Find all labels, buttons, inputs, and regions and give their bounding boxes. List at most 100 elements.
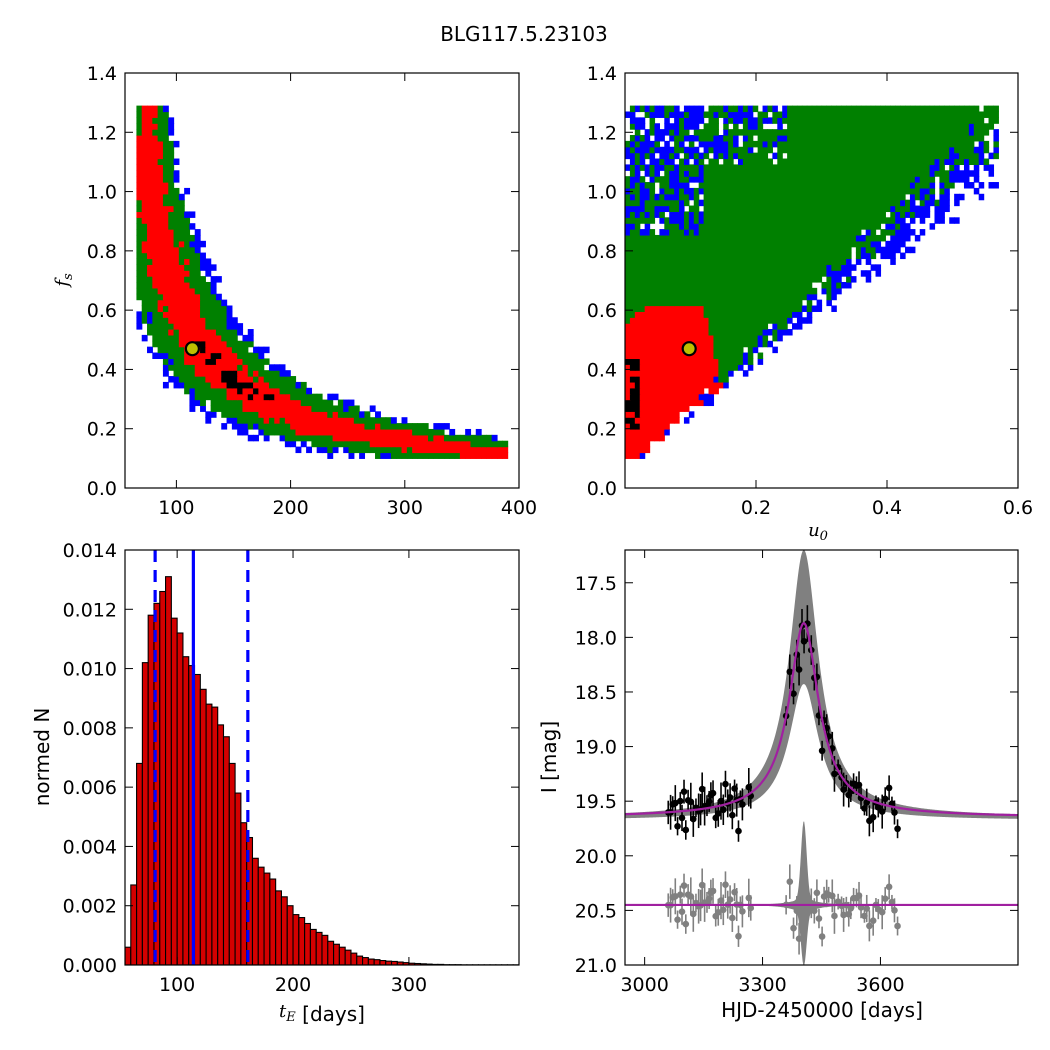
u0-fs-cell (752, 187, 759, 195)
u0-fs-cell (811, 164, 818, 171)
u0-fs-cell (679, 140, 685, 148)
u0-fs-cell (801, 105, 808, 113)
tE-fs-cell (141, 105, 148, 113)
tE-fs-cell (268, 411, 275, 418)
observation-point (885, 784, 893, 792)
u0-fs-cell (693, 276, 700, 283)
u0-fs-cell (679, 217, 685, 224)
u0-fs-cell (649, 317, 656, 324)
u0-fs-cell (723, 223, 729, 230)
tE-fs-cell (237, 381, 244, 389)
u0-fs-cell (796, 323, 803, 330)
u0-fs-cell (850, 152, 857, 160)
u0-fs-cell (885, 117, 891, 124)
tE-fs-cell (152, 217, 159, 224)
tE-fs-cell (152, 305, 159, 312)
u0-fs-cell (649, 293, 656, 301)
u0-fs-cell (718, 152, 724, 160)
u0-fs-cell (846, 152, 852, 160)
tE-fs-cell (157, 164, 164, 171)
u0-fs-cell (826, 182, 832, 189)
u0-fs-cell (634, 411, 641, 418)
u0-fs-cell (860, 123, 867, 130)
tE-fs-cell (215, 299, 222, 307)
u0-fs-cell (954, 152, 960, 160)
u0-fs-cell (733, 240, 739, 248)
u0-fs-cell (693, 270, 700, 277)
u0-fs-cell (826, 176, 832, 183)
u0-fs-cell (664, 252, 670, 260)
tE-fs-cell (253, 393, 259, 401)
u0-fs-cell (855, 187, 862, 195)
tE-fs-cell (412, 440, 419, 448)
u0-fs-cell (772, 211, 778, 218)
u0-fs-cell (664, 146, 670, 154)
tE-fs-cell (178, 281, 185, 289)
residual-point (878, 908, 886, 916)
u0-fs-cell (659, 364, 665, 371)
u0-fs-cell (683, 152, 690, 160)
u0-fs-cell (885, 111, 891, 118)
u0-fs-cell (900, 252, 906, 260)
u0-fs-cell (831, 164, 837, 171)
u0-fs-cell (968, 129, 975, 136)
u0-fs-cell (664, 229, 670, 236)
histogram-bar (315, 931, 323, 965)
u0-fs-cell (733, 187, 739, 195)
u0-fs-cell (654, 193, 660, 201)
u0-fs-cell (664, 129, 670, 136)
u0-fs-cell (708, 352, 715, 360)
u0-fs-cell (806, 311, 813, 318)
u0-fs-cell (787, 117, 793, 124)
residual-point (790, 924, 797, 932)
u0-fs-cell (688, 287, 695, 295)
u0-fs-cell (831, 182, 837, 189)
u0-fs-cell (890, 164, 896, 171)
residual-point (739, 908, 746, 915)
u0-fs-cell (772, 329, 778, 336)
u0-fs-cell (855, 234, 862, 242)
u0-fs-ytick-label: 0.0 (587, 478, 617, 500)
u0-fs-cell (757, 129, 764, 136)
u0-fs-cell (796, 105, 803, 113)
u0-fs-cell (895, 223, 901, 230)
u0-fs-cell (792, 170, 798, 177)
u0-fs-cell (669, 358, 675, 365)
u0-fs-cell (703, 370, 710, 377)
u0-fs-cell (865, 276, 872, 283)
u0-fs-cell (644, 287, 651, 295)
histogram-bar (275, 890, 282, 965)
u0-fs-cell (634, 152, 641, 160)
u0-fs-cell (693, 376, 700, 383)
u0-fs-cell (806, 234, 813, 242)
u0-fs-cell (762, 152, 769, 160)
tE-fs-cell (157, 187, 164, 195)
tE-fs-cell (258, 405, 265, 412)
u0-fs-cell (747, 205, 754, 213)
u0-fs-cell (772, 229, 778, 236)
tE-fs-cell (300, 423, 307, 430)
u0-fs-cell (679, 164, 685, 171)
u0-fs-cell (870, 234, 877, 242)
u0-fs-cell (683, 111, 690, 118)
u0-fs-cell (679, 387, 685, 395)
tE-fs-cell (343, 428, 350, 436)
u0-fs-cell (796, 252, 803, 260)
u0-fs-cell (625, 329, 631, 336)
u0-fs-cell (674, 170, 680, 177)
tE-fs-cell (152, 140, 159, 148)
u0-fs-cell (811, 111, 818, 118)
u0-fs-cell (900, 205, 906, 213)
tE-fs-cell (284, 381, 291, 389)
u0-fs-cell (718, 176, 724, 183)
u0-fs-cell (821, 182, 828, 189)
tE-fs-cell (226, 411, 233, 418)
tE-fs-cell (449, 452, 456, 459)
u0-fs-cell (782, 264, 788, 271)
u0-fs-cell (679, 182, 685, 189)
tE-fs-cell (428, 446, 434, 454)
tE-fs-cell (162, 270, 169, 277)
u0-fs-cell (831, 187, 837, 195)
tE-fs-cell (157, 135, 164, 142)
u0-fs-cell (693, 252, 700, 260)
